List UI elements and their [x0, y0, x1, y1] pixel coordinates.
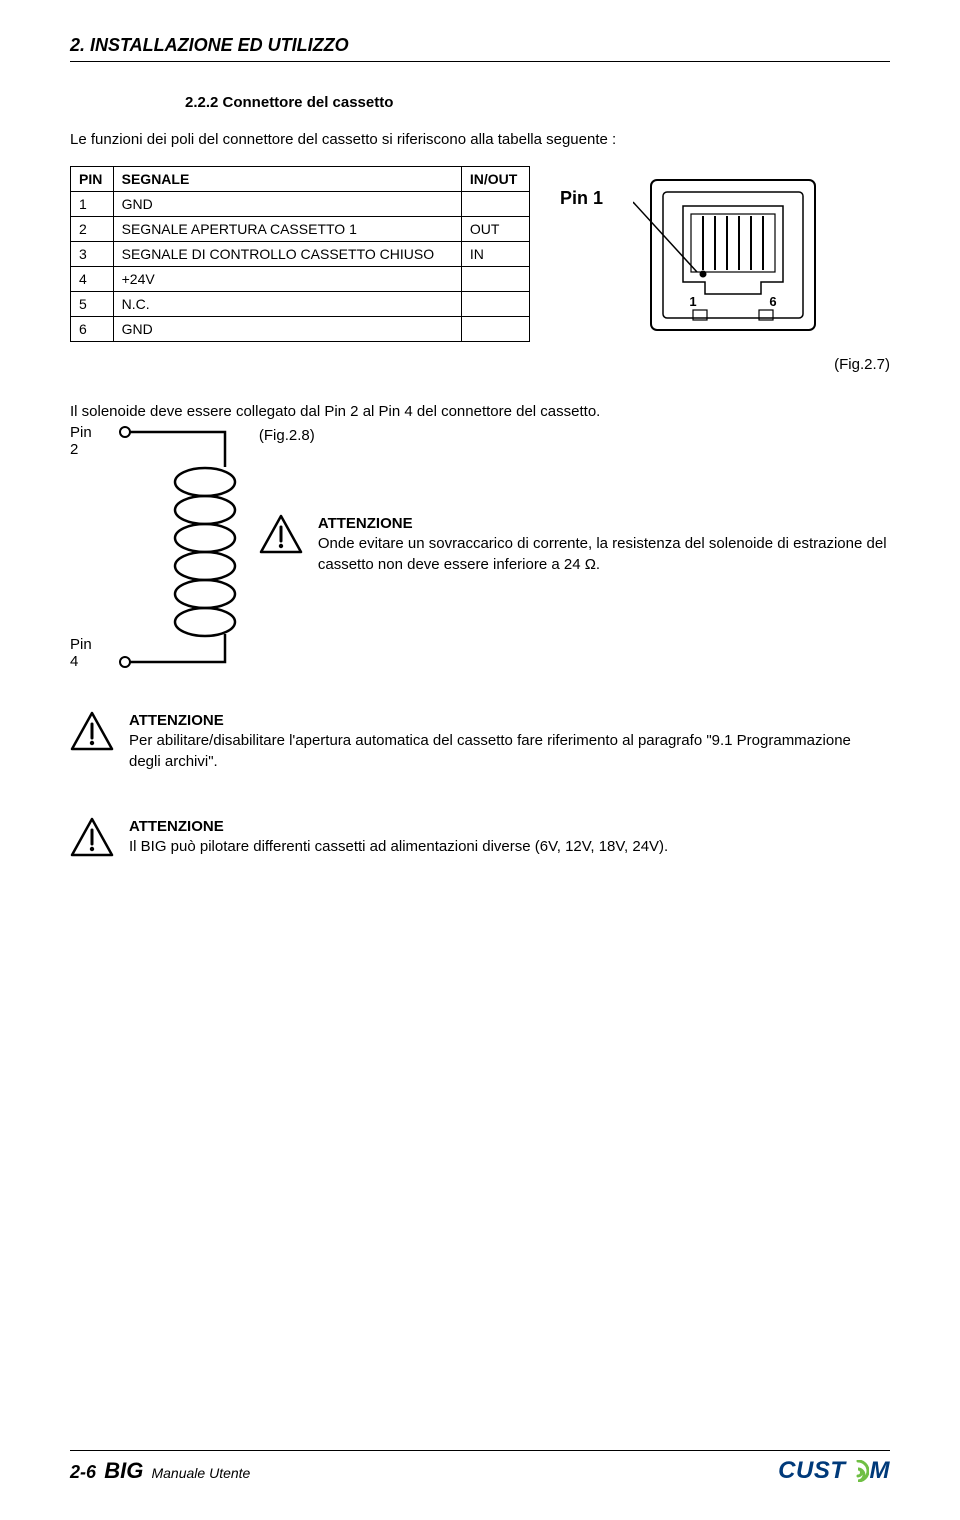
pin2-label: Pin 2 — [70, 424, 101, 458]
th-signal: SEGNALE — [113, 167, 461, 192]
connector-pin6-num: 6 — [769, 294, 776, 309]
th-io: IN/OUT — [461, 167, 529, 192]
cell-signal: SEGNALE DI CONTROLLO CASSETTO CHIUSO — [113, 242, 461, 267]
cell-signal: SEGNALE APERTURA CASSETTO 1 — [113, 217, 461, 242]
attention-body: Onde evitare un sovraccarico di corrente… — [318, 534, 890, 575]
warning-icon — [259, 514, 303, 558]
cell-signal: GND — [113, 192, 461, 217]
coil-diagram — [115, 422, 245, 676]
table-and-connector-row: PIN SEGNALE IN/OUT 1 GND 2 SEGNALE APERT… — [70, 166, 890, 346]
attention-block-1: ATTENZIONE Onde evitare un sovraccarico … — [259, 514, 890, 575]
cell-pin: 5 — [71, 292, 114, 317]
pin4-label: Pin 4 — [70, 636, 101, 670]
cell-signal: +24V — [113, 267, 461, 292]
doc-title: Manuale Utente — [151, 1465, 250, 1481]
table-row: 2 SEGNALE APERTURA CASSETTO 1 OUT — [71, 217, 530, 242]
attention-block-3: ATTENZIONE Il BIG può pilotare different… — [70, 817, 890, 861]
cell-io — [461, 192, 529, 217]
product-name: BIG — [104, 1458, 143, 1483]
page-footer: 2-6 BIG Manuale Utente CUST M — [70, 1450, 890, 1485]
th-pin: PIN — [71, 167, 114, 192]
coil-diagram-area: Pin 2 Pin 4 (Fig.2.8) — [70, 422, 890, 676]
signal-table: PIN SEGNALE IN/OUT 1 GND 2 SEGNALE APERT… — [70, 166, 530, 342]
connector-diagram: 1 6 — [633, 172, 833, 346]
table-row: 3 SEGNALE DI CONTROLLO CASSETTO CHIUSO I… — [71, 242, 530, 267]
heading-rule — [70, 61, 890, 62]
logo-text-left: CUST — [778, 1457, 845, 1485]
warning-icon — [70, 817, 114, 861]
attention-body: Per abilitare/disabilitare l'apertura au… — [129, 731, 869, 772]
table-row: 1 GND — [71, 192, 530, 217]
figure-caption-2-7: (Fig.2.7) — [70, 356, 890, 373]
warning-icon — [70, 711, 114, 755]
cell-signal: N.C. — [113, 292, 461, 317]
cell-pin: 6 — [71, 317, 114, 342]
cell-pin: 4 — [71, 267, 114, 292]
connector-pin1-num: 1 — [689, 294, 696, 309]
table-row: 5 N.C. — [71, 292, 530, 317]
figure-caption-2-8: (Fig.2.8) — [259, 427, 890, 444]
attention-block-2: ATTENZIONE Per abilitare/disabilitare l'… — [70, 711, 890, 772]
cell-io — [461, 317, 529, 342]
cell-signal: GND — [113, 317, 461, 342]
attention-title: ATTENZIONE — [318, 514, 890, 534]
attention-title: ATTENZIONE — [129, 817, 668, 837]
pin1-callout-label: Pin 1 — [560, 188, 603, 209]
custom-logo: CUST M — [778, 1457, 890, 1485]
cell-pin: 2 — [71, 217, 114, 242]
attention-body: Il BIG può pilotare differenti cassetti … — [129, 837, 668, 857]
table-row: 4 +24V — [71, 267, 530, 292]
intro-paragraph: Le funzioni dei poli del connettore del … — [70, 131, 890, 148]
section-heading: 2. INSTALLAZIONE ED UTILIZZO — [70, 35, 890, 56]
page-number: 2-6 — [70, 1462, 96, 1482]
logo-text-right: M — [870, 1457, 891, 1485]
cell-io — [461, 267, 529, 292]
table-row: 6 GND — [71, 317, 530, 342]
logo-swirl-icon — [847, 1460, 869, 1482]
subsection-heading: 2.2.2 Connettore del cassetto — [185, 94, 890, 111]
attention-title: ATTENZIONE — [129, 711, 869, 731]
cell-pin: 3 — [71, 242, 114, 267]
solenoid-paragraph: Il solenoide deve essere collegato dal P… — [70, 403, 890, 420]
cell-pin: 1 — [71, 192, 114, 217]
cell-io: IN — [461, 242, 529, 267]
cell-io: OUT — [461, 217, 529, 242]
cell-io — [461, 292, 529, 317]
